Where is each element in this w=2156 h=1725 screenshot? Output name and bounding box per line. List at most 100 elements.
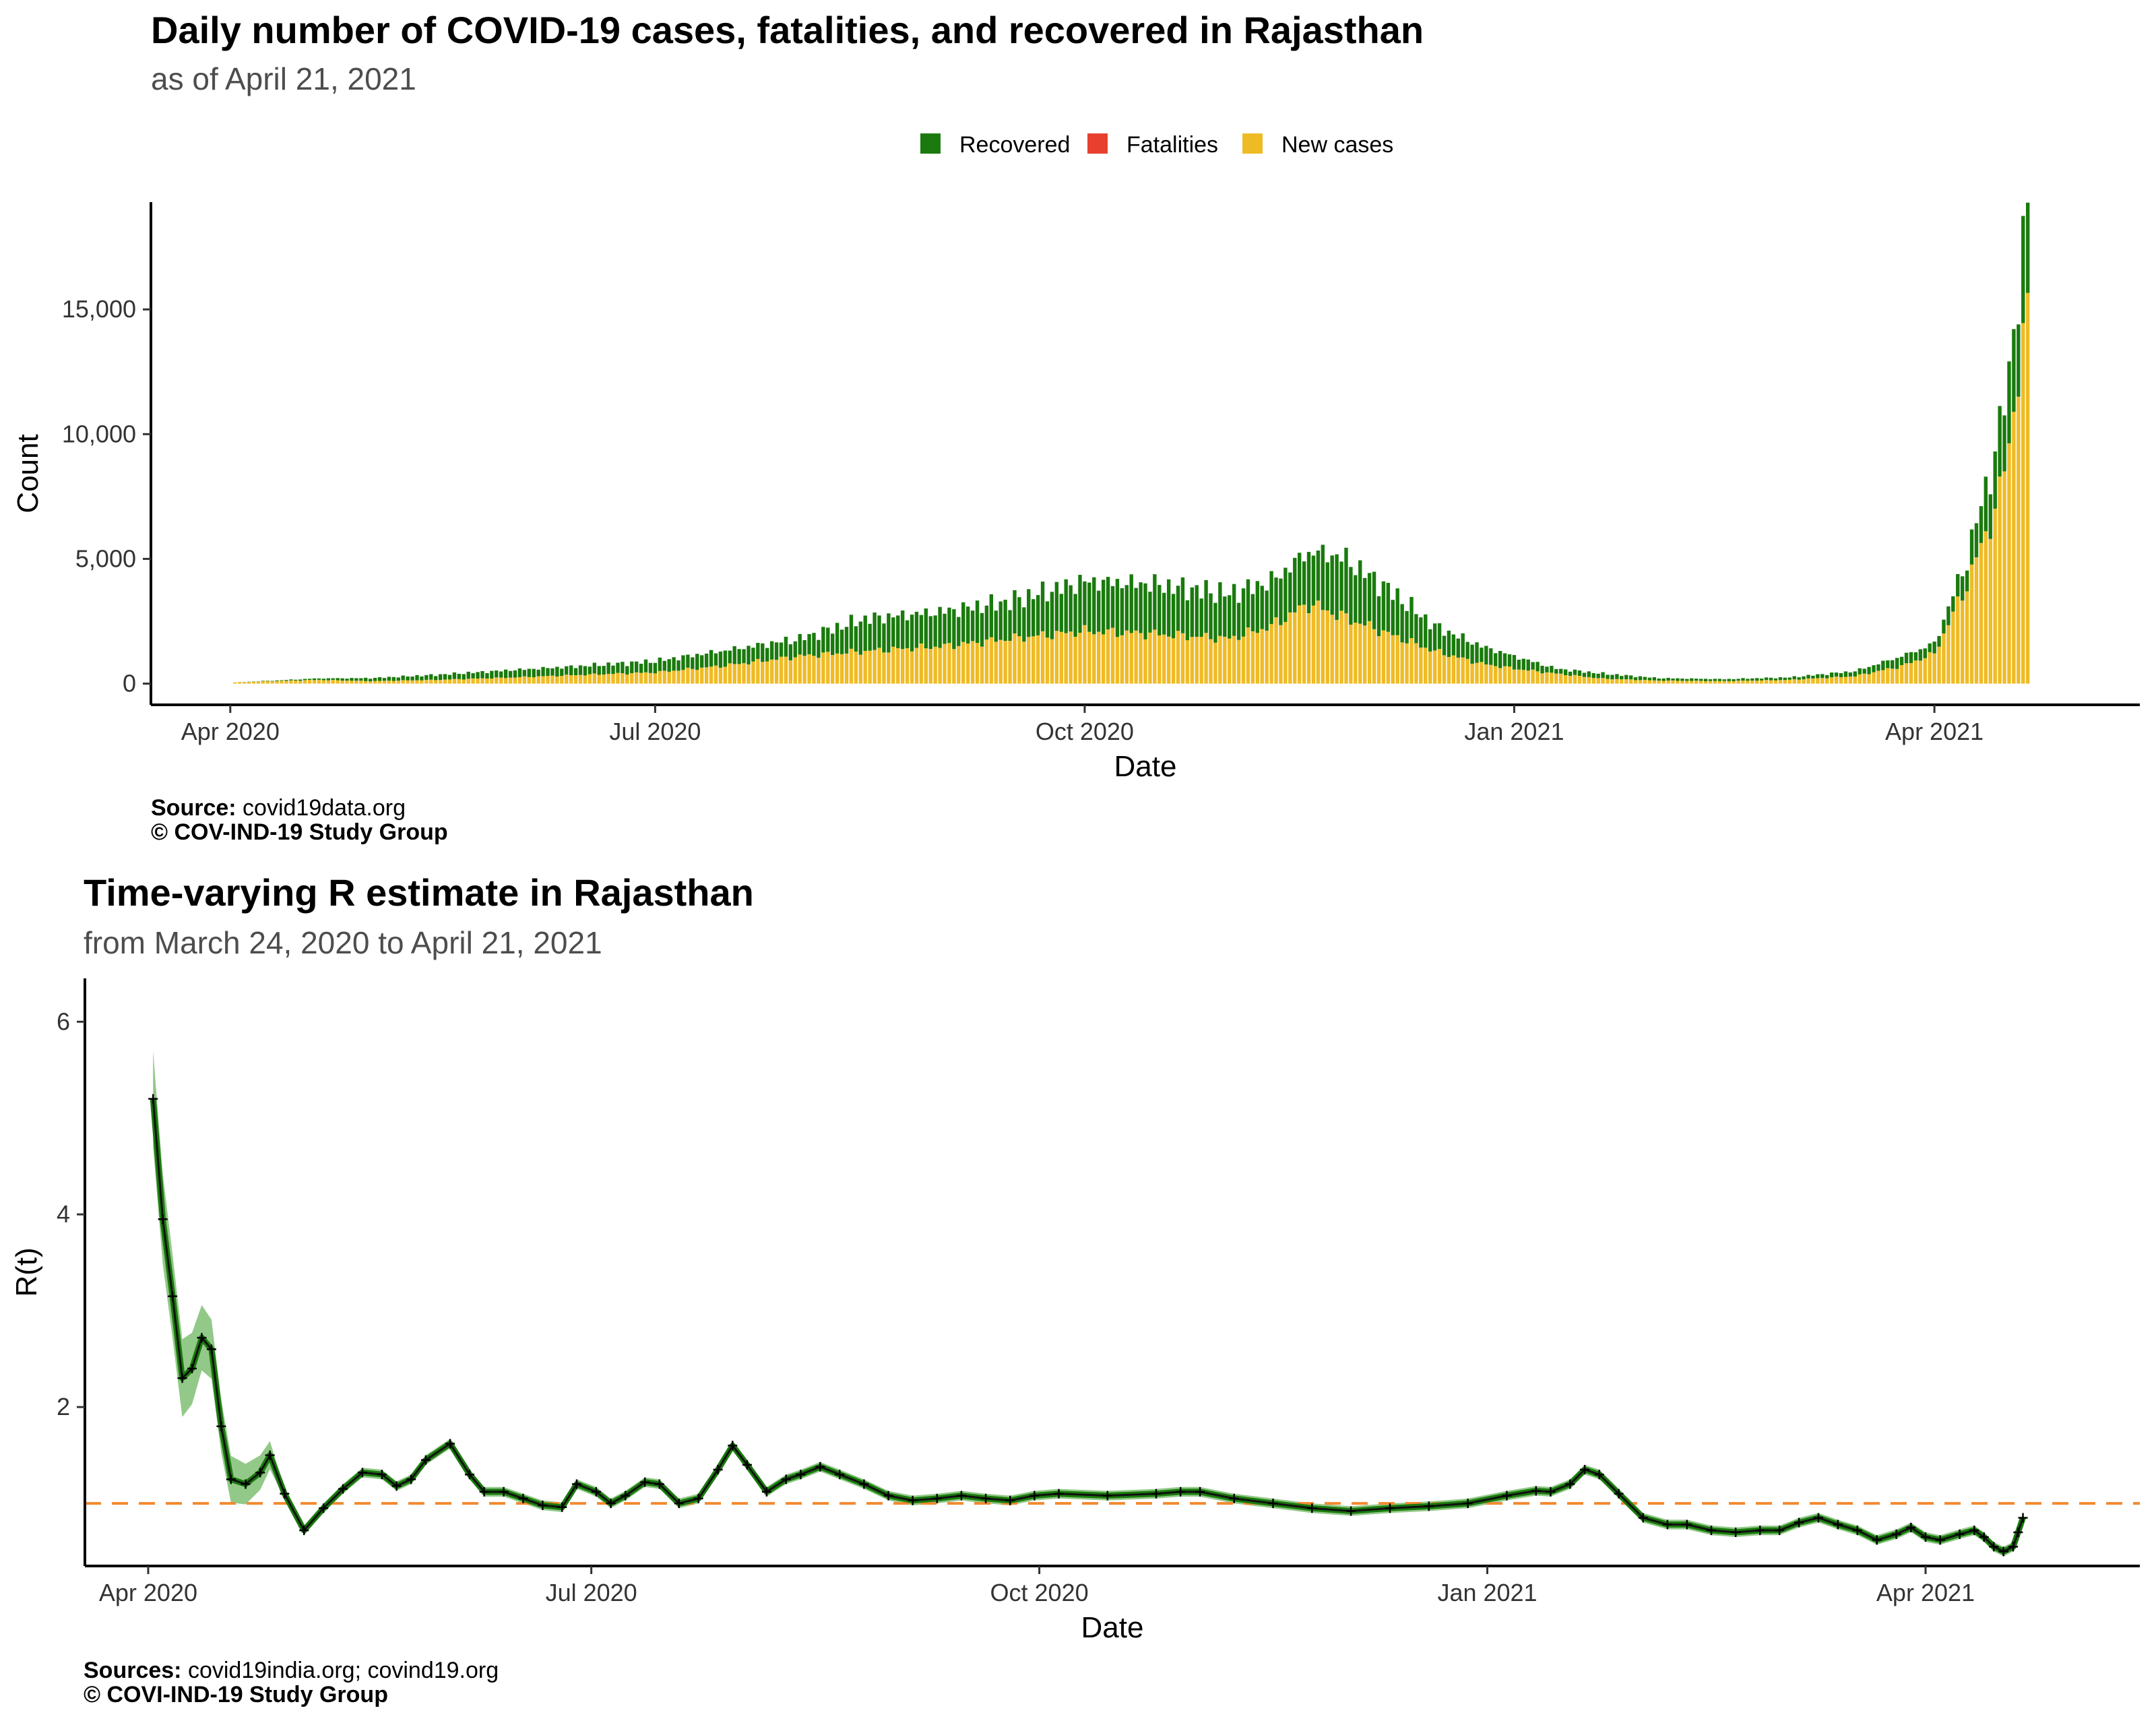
bar-new-cases (1582, 677, 1587, 684)
bar-recovered (1054, 582, 1059, 631)
bar-new-cases (1213, 642, 1217, 684)
bar-recovered (643, 659, 648, 672)
bar-recovered (1283, 567, 1288, 623)
bar-new-cases (503, 678, 508, 684)
bar-recovered (517, 668, 522, 677)
bar-new-cases (844, 653, 849, 684)
bar-recovered (1713, 679, 1717, 681)
bar-new-cases (639, 672, 643, 684)
r-point (1935, 1535, 1945, 1545)
bar-recovered (714, 653, 718, 666)
bar-new-cases (280, 681, 284, 684)
bar-new-cases (835, 653, 839, 684)
bar-recovered (578, 665, 583, 675)
r-point (1969, 1526, 1979, 1536)
bar-new-cases (1428, 651, 1432, 684)
bar-recovered (919, 615, 924, 644)
bar-new-cases (1867, 674, 1871, 684)
bar-recovered (1601, 672, 1605, 679)
bar-new-cases (1858, 674, 1862, 684)
bar-recovered (1638, 676, 1643, 681)
bar-new-cases (802, 656, 806, 684)
bar-new-cases (1988, 538, 1992, 684)
x-tick-label: Oct 2020 (990, 1579, 1089, 1606)
bar-new-cases (1932, 653, 1936, 684)
bar-recovered (1241, 588, 1246, 637)
r-point (981, 1493, 991, 1503)
r-point (280, 1488, 290, 1499)
bar-new-cases (1680, 681, 1684, 684)
y-tick-label: 15,000 (62, 295, 136, 323)
bar-recovered (1050, 592, 1054, 639)
bar-recovered (807, 634, 811, 654)
r-point (479, 1486, 489, 1497)
bar-new-cases (2007, 443, 2011, 684)
bar-new-cases (1647, 680, 1652, 684)
bar-recovered (1143, 583, 1147, 639)
bar-recovered (1839, 672, 1843, 677)
bar-recovered (1596, 673, 1600, 679)
bar-recovered (1946, 606, 1951, 625)
bar-new-cases (769, 659, 774, 684)
bar-recovered (1391, 600, 1395, 635)
bar-recovered (415, 675, 419, 681)
bar-new-cases (1400, 642, 1404, 684)
bar-new-cases (1316, 600, 1321, 684)
bar-recovered (1209, 593, 1213, 639)
r-point (571, 1479, 581, 1489)
bar-new-cases (1494, 666, 1498, 684)
bar-recovered (1563, 669, 1568, 676)
bar-recovered (495, 670, 499, 678)
bar-new-cases (597, 675, 601, 684)
r-point (499, 1486, 509, 1497)
bar-new-cases (1232, 635, 1236, 684)
bar-new-cases (1354, 622, 1358, 684)
bar-recovered (284, 680, 288, 681)
bar-recovered (965, 606, 970, 644)
bar-new-cases (1386, 631, 1391, 684)
bar-recovered (896, 615, 900, 648)
bar-new-cases (1069, 631, 1073, 684)
x-tick-label: Jan 2021 (1464, 718, 1564, 745)
bar-recovered (1494, 653, 1498, 666)
bar-recovered (658, 657, 662, 671)
bar-recovered (485, 672, 489, 679)
bar-new-cases (485, 678, 489, 684)
bar-new-cases (1848, 676, 1853, 684)
r-point (1833, 1519, 1843, 1530)
legend-swatch-recovered (920, 133, 941, 154)
bar-new-cases (233, 682, 237, 684)
bar-recovered (961, 602, 965, 642)
bar-recovered (401, 675, 405, 681)
chart1-axes: 0 5,000 10,000 15,000 Apr 2020 Jul 2020 Oct 20… (11, 202, 2140, 783)
bar-new-cases (858, 654, 862, 684)
bar-new-cases (1414, 643, 1418, 684)
bar-recovered (377, 677, 382, 681)
bar-recovered (625, 666, 629, 675)
bar-recovered (676, 660, 680, 671)
bar-new-cases (1554, 673, 1558, 684)
r-point (1005, 1495, 1015, 1505)
bar-recovered (1624, 675, 1628, 680)
x-tick-label: Apr 2020 (99, 1579, 197, 1606)
bar-recovered (1213, 602, 1217, 643)
bar-recovered (1078, 575, 1082, 633)
bar-new-cases (275, 681, 279, 684)
r-line-core (152, 1098, 2024, 1553)
r-point (1906, 1522, 1916, 1532)
bar-recovered (1620, 676, 1624, 680)
r-point (1102, 1491, 1112, 1501)
r-point (1502, 1491, 1512, 1501)
bar-recovered (1829, 672, 1834, 678)
bar-new-cases (1171, 638, 1176, 684)
bar-recovered (1003, 600, 1007, 641)
bar-new-cases (873, 650, 877, 684)
bar-recovered (947, 607, 951, 644)
bar-new-cases (471, 678, 475, 684)
bar-recovered (1432, 623, 1437, 651)
bar-recovered (957, 617, 961, 646)
r-point (265, 1450, 275, 1460)
bar-recovered (1750, 678, 1754, 681)
bar-new-cases (994, 641, 998, 684)
bar-recovered (2017, 324, 2021, 397)
